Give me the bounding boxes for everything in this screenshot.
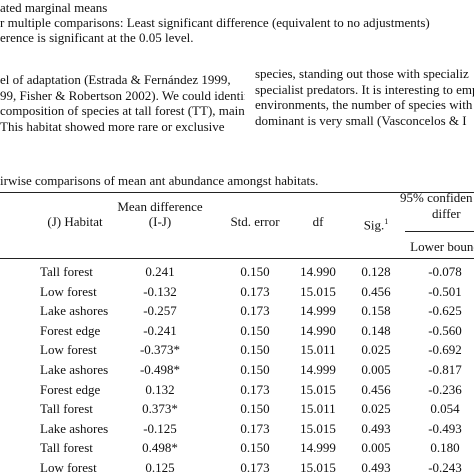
cell-sig: 0.005 (361, 362, 391, 377)
cell-mean-difference: 0.125 (145, 460, 175, 475)
note-line: ated marginal means (0, 0, 108, 15)
cell-df: 15.015 (300, 460, 336, 475)
cell-df: 14.990 (300, 322, 336, 338)
cell-habitat: Lake ashores (40, 420, 109, 436)
cell-habitat: Forest edge (40, 381, 101, 397)
cell-std-error: 0.150 (240, 362, 270, 377)
cell-std-error: 0.150 (240, 264, 270, 279)
header-rule (0, 258, 474, 259)
cell-lower-bound: -0.692 (428, 342, 462, 358)
cell-lower-bound: -0.078 (428, 264, 462, 279)
top-rule (0, 192, 474, 193)
cell-mean-difference: -0.498* (139, 362, 181, 377)
header-mean-diff: (I-J) (148, 214, 172, 229)
cell-lower-bound: -0.817 (428, 362, 462, 377)
header-mean-diff: Mean difference (117, 199, 203, 214)
header-sig: Sig.1 (364, 214, 389, 232)
cell-habitat: Lake ashores (40, 303, 109, 319)
header-df: df (312, 214, 324, 229)
cell-std-error: 0.150 (240, 401, 270, 417)
cell-lower-bound: -0.625 (428, 303, 462, 319)
cell-df: 14.999 (300, 303, 336, 319)
header-ci: 95% confiden (400, 190, 473, 205)
header-ci: differ (432, 206, 461, 221)
paragraph-line: specialist predators. It is interesting … (255, 81, 474, 97)
paragraph-line: 99, Fisher & Robertson 2002). We could i… (0, 87, 245, 103)
table-caption: irwise comparisons of mean ant abundance… (0, 173, 319, 188)
cell-lower-bound: -0.493 (428, 420, 462, 436)
cell-df: 15.011 (300, 401, 336, 417)
cell-df: 14.999 (300, 362, 336, 377)
cell-sig: 0.158 (361, 303, 391, 319)
cell-lower-bound: -0.236 (428, 381, 462, 397)
cell-mean-difference: 0.498* (142, 440, 178, 456)
cell-lower-bound: -0.560 (428, 322, 462, 338)
cell-std-error: 0.150 (240, 342, 270, 358)
cell-sig: 0.493 (361, 460, 391, 475)
cell-df: 15.015 (300, 283, 336, 299)
cell-mean-difference: -0.125 (143, 420, 177, 436)
cell-habitat: Low forest (40, 342, 97, 358)
cell-sig: 0.148 (361, 322, 391, 338)
cell-sig: 0.456 (361, 381, 391, 397)
cell-lower-bound: -0.501 (428, 283, 462, 299)
paragraph-line: el of adaptation (Estrada & Fernández 19… (0, 72, 231, 87)
cell-mean-difference: -0.132 (143, 283, 177, 299)
header-sig-note: 1 (384, 217, 389, 226)
cell-std-error: 0.173 (240, 381, 270, 397)
note-line: erence is significant at the 0.05 level. (0, 30, 194, 45)
cell-mean-difference: 0.132 (145, 381, 175, 397)
cell-sig: 0.025 (361, 342, 391, 358)
cell-habitat: Tall forest (40, 401, 93, 417)
cell-habitat: Tall forest (40, 440, 93, 456)
paragraph-line: dominant is very small (Vasconcelos & I (255, 112, 467, 128)
cell-std-error: 0.150 (240, 322, 270, 338)
cell-lower-bound: -0.243 (428, 460, 462, 475)
paragraph-line: species, standing out those with special… (255, 66, 469, 81)
cell-lower-bound: 0.180 (430, 440, 460, 456)
paragraph-line: This habitat showed more rare or exclusi… (0, 118, 225, 134)
cell-df: 14.999 (300, 440, 336, 456)
cell-mean-difference: -0.241 (143, 322, 177, 338)
note-line: r multiple comparisons: Least significan… (0, 15, 430, 30)
cell-sig: 0.493 (361, 420, 391, 436)
header-std-error: Std. error (230, 214, 280, 229)
cell-std-error: 0.173 (240, 283, 270, 299)
cell-sig: 0.456 (361, 283, 391, 299)
cell-sig: 0.025 (361, 401, 391, 417)
cell-df: 15.011 (300, 342, 336, 358)
header-habitat: (J) Habitat (47, 214, 103, 229)
cell-habitat: Tall forest (40, 264, 93, 279)
cell-habitat: Forest edge (40, 322, 101, 338)
ci-rule (405, 231, 474, 232)
cell-std-error: 0.173 (240, 303, 270, 319)
cell-mean-difference: 0.241 (145, 264, 175, 279)
cell-sig: 0.128 (361, 264, 391, 279)
cell-std-error: 0.173 (240, 420, 270, 436)
cell-habitat: Low forest (40, 460, 97, 475)
cell-lower-bound: 0.054 (430, 401, 460, 417)
header-lower: Lower bound (410, 239, 474, 254)
cell-df: 15.015 (300, 420, 336, 436)
cell-std-error: 0.150 (240, 440, 270, 456)
paragraph-line: environments, the number of species with… (255, 97, 474, 112)
cell-habitat: Low forest (40, 283, 97, 299)
header-sig-text: Sig. (363, 217, 385, 233)
paragraph-line: composition of species at tall forest (T… (0, 103, 245, 118)
cell-sig: 0.005 (361, 440, 391, 456)
cell-habitat: Lake ashores (40, 362, 109, 377)
cell-std-error: 0.173 (240, 460, 270, 475)
cell-mean-difference: -0.257 (143, 303, 177, 319)
cell-df: 15.015 (300, 381, 336, 397)
cell-mean-difference: 0.373* (142, 401, 178, 417)
cell-mean-difference: -0.373* (139, 342, 181, 358)
cell-df: 14.990 (300, 264, 336, 279)
